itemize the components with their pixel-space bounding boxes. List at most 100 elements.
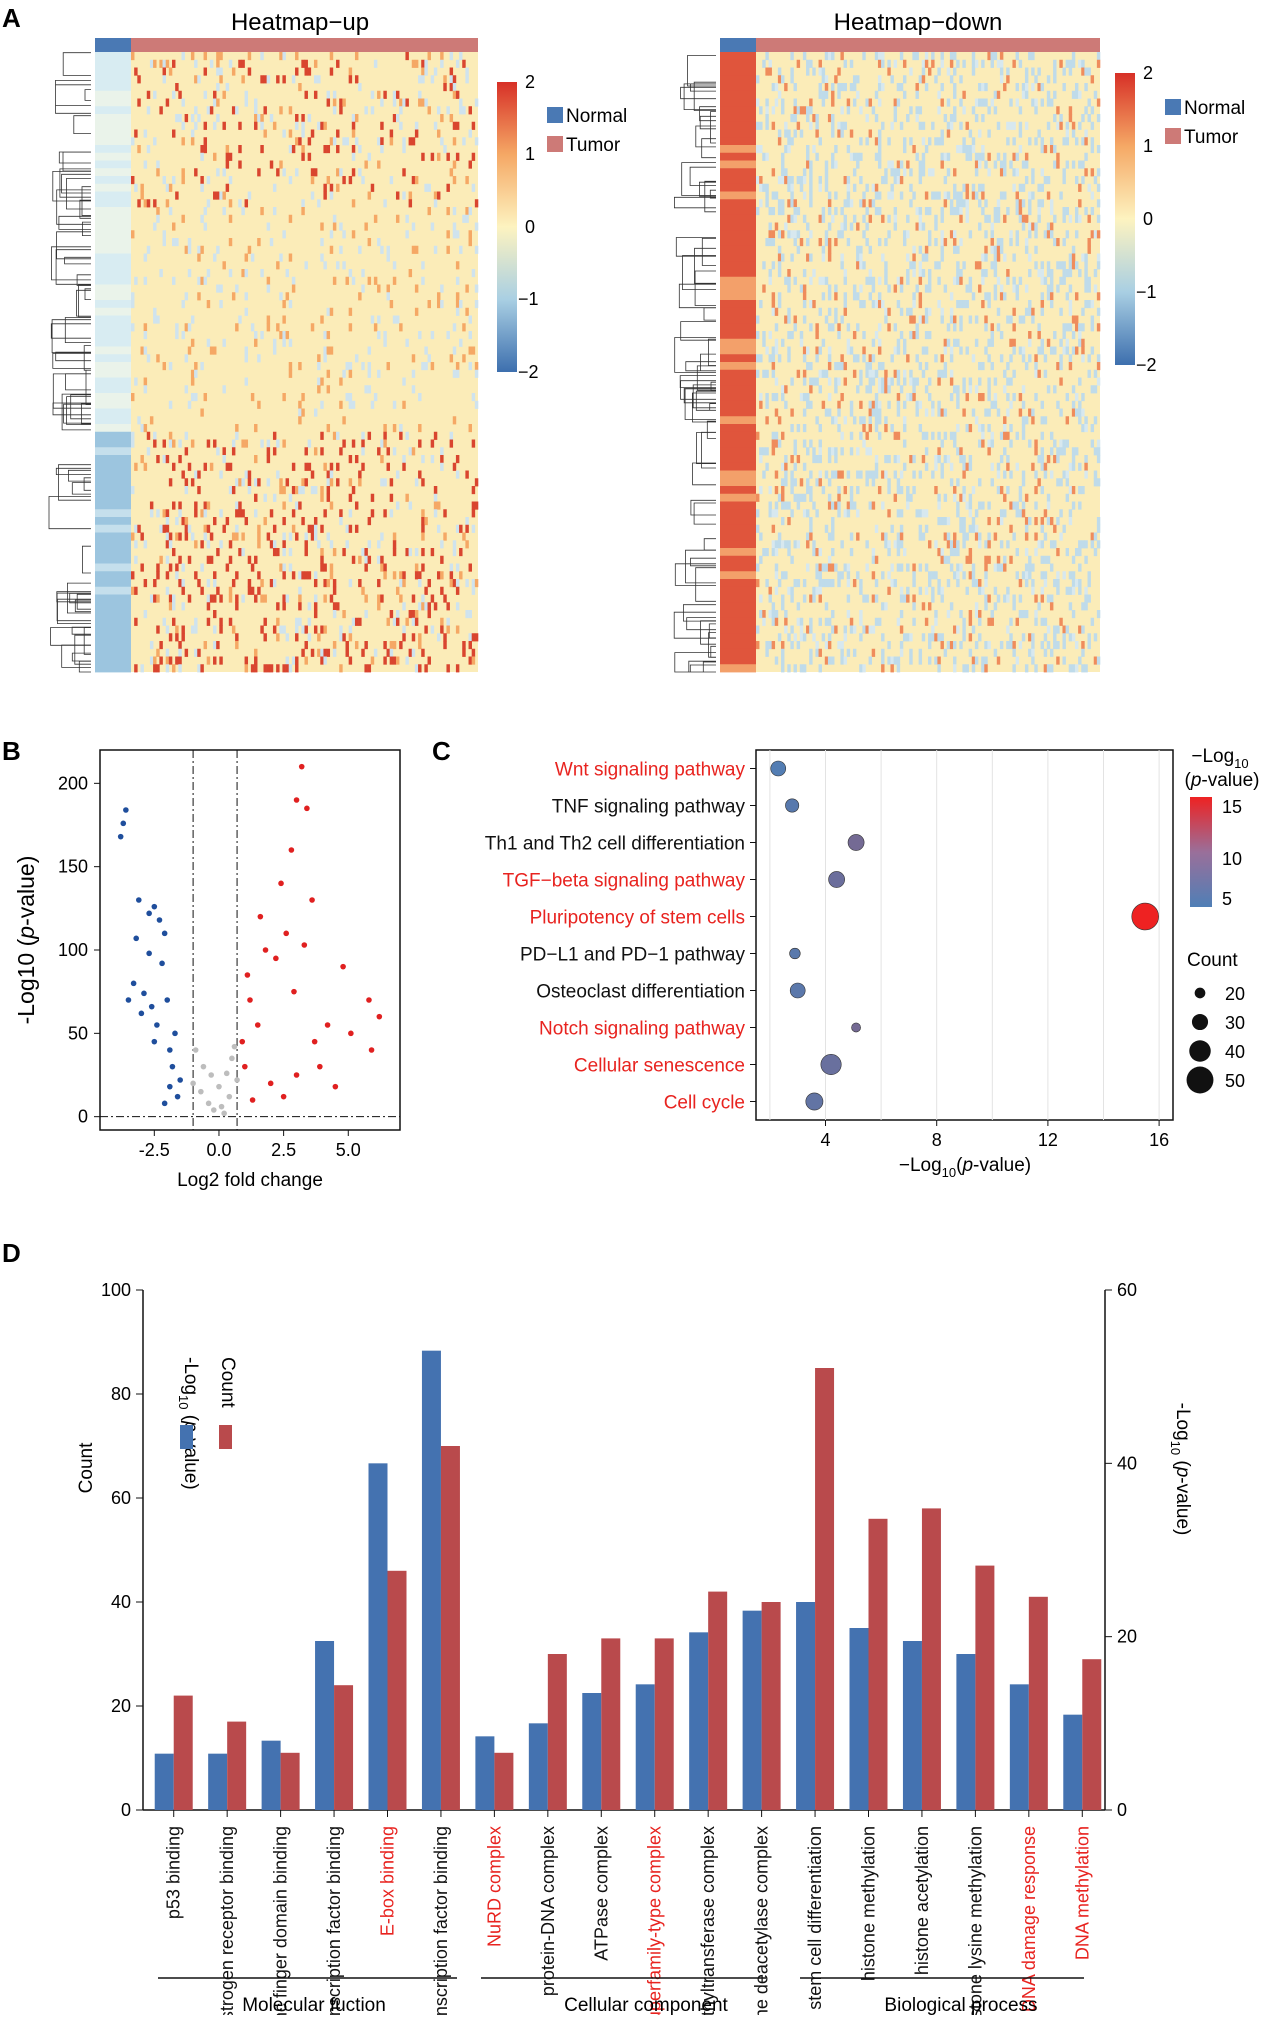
- heatmap-cell: [323, 625, 327, 634]
- heatmap-cell: [968, 493, 973, 502]
- heatmap-cell: [902, 59, 907, 68]
- heatmap-cell: [156, 648, 160, 657]
- heatmap-cell: [843, 199, 847, 208]
- heatmap-cell: [348, 656, 353, 665]
- heatmap-cell: [887, 160, 891, 169]
- heatmap-cell: [756, 625, 760, 634]
- heatmap-cell: [809, 230, 813, 239]
- heatmap-cell: [1034, 517, 1038, 526]
- heatmap-cell: [1090, 137, 1095, 146]
- heatmap-cell: [260, 145, 264, 154]
- heatmap-cell: [893, 656, 898, 665]
- heatmap-cell: [1021, 385, 1026, 394]
- heatmap-cell: [298, 362, 302, 371]
- heatmap-cell: [1065, 548, 1070, 557]
- heatmap-cell: [1003, 470, 1007, 479]
- heatmap-cell: [455, 524, 460, 533]
- heatmap-cell: [175, 563, 179, 572]
- heatmap-cell: [1028, 563, 1032, 572]
- heatmap-cell: [849, 152, 854, 161]
- heatmap-cell: [405, 617, 409, 626]
- heatmap-cell: [326, 424, 331, 433]
- heatmap-cell: [1084, 168, 1088, 177]
- heatmap-cell: [1078, 408, 1082, 417]
- heatmap-cell: [1018, 594, 1023, 603]
- heatmap-cell: [348, 633, 353, 642]
- heatmap-cell: [1049, 292, 1054, 301]
- bar-left-tick-label: 100: [101, 1280, 131, 1300]
- heatmap-cell: [440, 462, 444, 471]
- heatmap-cell: [1093, 447, 1098, 456]
- heatmap-cell: [345, 362, 349, 371]
- heatmap-cell: [175, 517, 179, 526]
- heatmap-cell: [918, 160, 923, 169]
- heatmap-cell: [134, 462, 138, 471]
- heatmap-cell: [790, 455, 794, 464]
- heatmap-cell: [320, 548, 324, 557]
- heatmap-cell: [187, 462, 192, 471]
- heatmap-cell: [373, 214, 378, 223]
- volcano-y-tick-label: 150: [58, 857, 88, 877]
- heatmap-cell: [1081, 160, 1085, 169]
- heatmap-cell: [1084, 594, 1088, 603]
- heatmap-cell: [190, 114, 195, 123]
- volcano-frame: [99, 749, 401, 1131]
- heatmap-cell: [893, 323, 898, 332]
- heatmap-cell: [968, 524, 973, 533]
- heatmap-up-scale-tick: 0: [525, 217, 535, 237]
- heatmap-cell: [1074, 83, 1079, 92]
- heatmap-cell: [1006, 641, 1010, 650]
- bar-count: [815, 1368, 835, 1810]
- heatmap-cell: [774, 586, 779, 595]
- heatmap-cell: [793, 540, 797, 549]
- heatmap-cell: [317, 75, 321, 84]
- heatmap-cell: [1006, 269, 1010, 278]
- heatmap-cell: [890, 563, 894, 572]
- heatmap-cell: [918, 214, 923, 223]
- heatmap-cell: [1046, 191, 1051, 200]
- heatmap-cell: [414, 548, 419, 557]
- heatmap-cell: [1053, 145, 1057, 154]
- heatmap-cell: [962, 532, 966, 541]
- heatmap-cell: [146, 90, 151, 99]
- heatmap-cell: [806, 238, 810, 247]
- heatmap-cell: [395, 656, 400, 665]
- heatmap-cell: [962, 385, 966, 394]
- heatmap-cell: [868, 199, 873, 208]
- heatmap-cell: [190, 129, 195, 138]
- heatmap-cell: [937, 447, 941, 456]
- heatmap-cell: [796, 501, 801, 510]
- heatmap-cell: [175, 633, 179, 642]
- heatmap-cell: [452, 579, 457, 588]
- heatmap-cell: [934, 222, 938, 231]
- heatmap-cell: [276, 602, 280, 611]
- heatmap-cell: [465, 307, 469, 316]
- heatmap-cell: [1024, 90, 1029, 99]
- heatmap-cell: [1059, 307, 1063, 316]
- heatmap-cell: [831, 98, 835, 107]
- heatmap-cell: [946, 152, 951, 161]
- heatmap-cell: [984, 269, 988, 278]
- heatmap-cell: [965, 145, 969, 154]
- heatmap-cell: [834, 447, 838, 456]
- heatmap-cell: [796, 121, 801, 130]
- heatmap-cell: [1071, 261, 1076, 270]
- heatmap-cell: [831, 323, 835, 332]
- bar-category-label: activating transcription factor binding: [431, 1826, 451, 2015]
- heatmap-cell: [827, 199, 832, 208]
- heatmap-cell: [209, 59, 214, 68]
- heatmap-cell: [1015, 199, 1019, 208]
- heatmap-cell: [802, 168, 807, 177]
- heatmap-normal-cell: [720, 292, 756, 301]
- heatmap-cell: [799, 183, 804, 192]
- heatmap-cell: [1068, 517, 1073, 526]
- heatmap-cell: [377, 594, 381, 603]
- heatmap-cell: [862, 214, 866, 223]
- heatmap-cell: [1087, 300, 1091, 309]
- heatmap-cell: [1084, 83, 1088, 92]
- heatmap-cell: [896, 369, 901, 378]
- bar-plog: [1009, 1684, 1029, 1810]
- heatmap-cell: [370, 90, 375, 99]
- heatmap-cell: [326, 579, 331, 588]
- heatmap-cell: [386, 284, 390, 293]
